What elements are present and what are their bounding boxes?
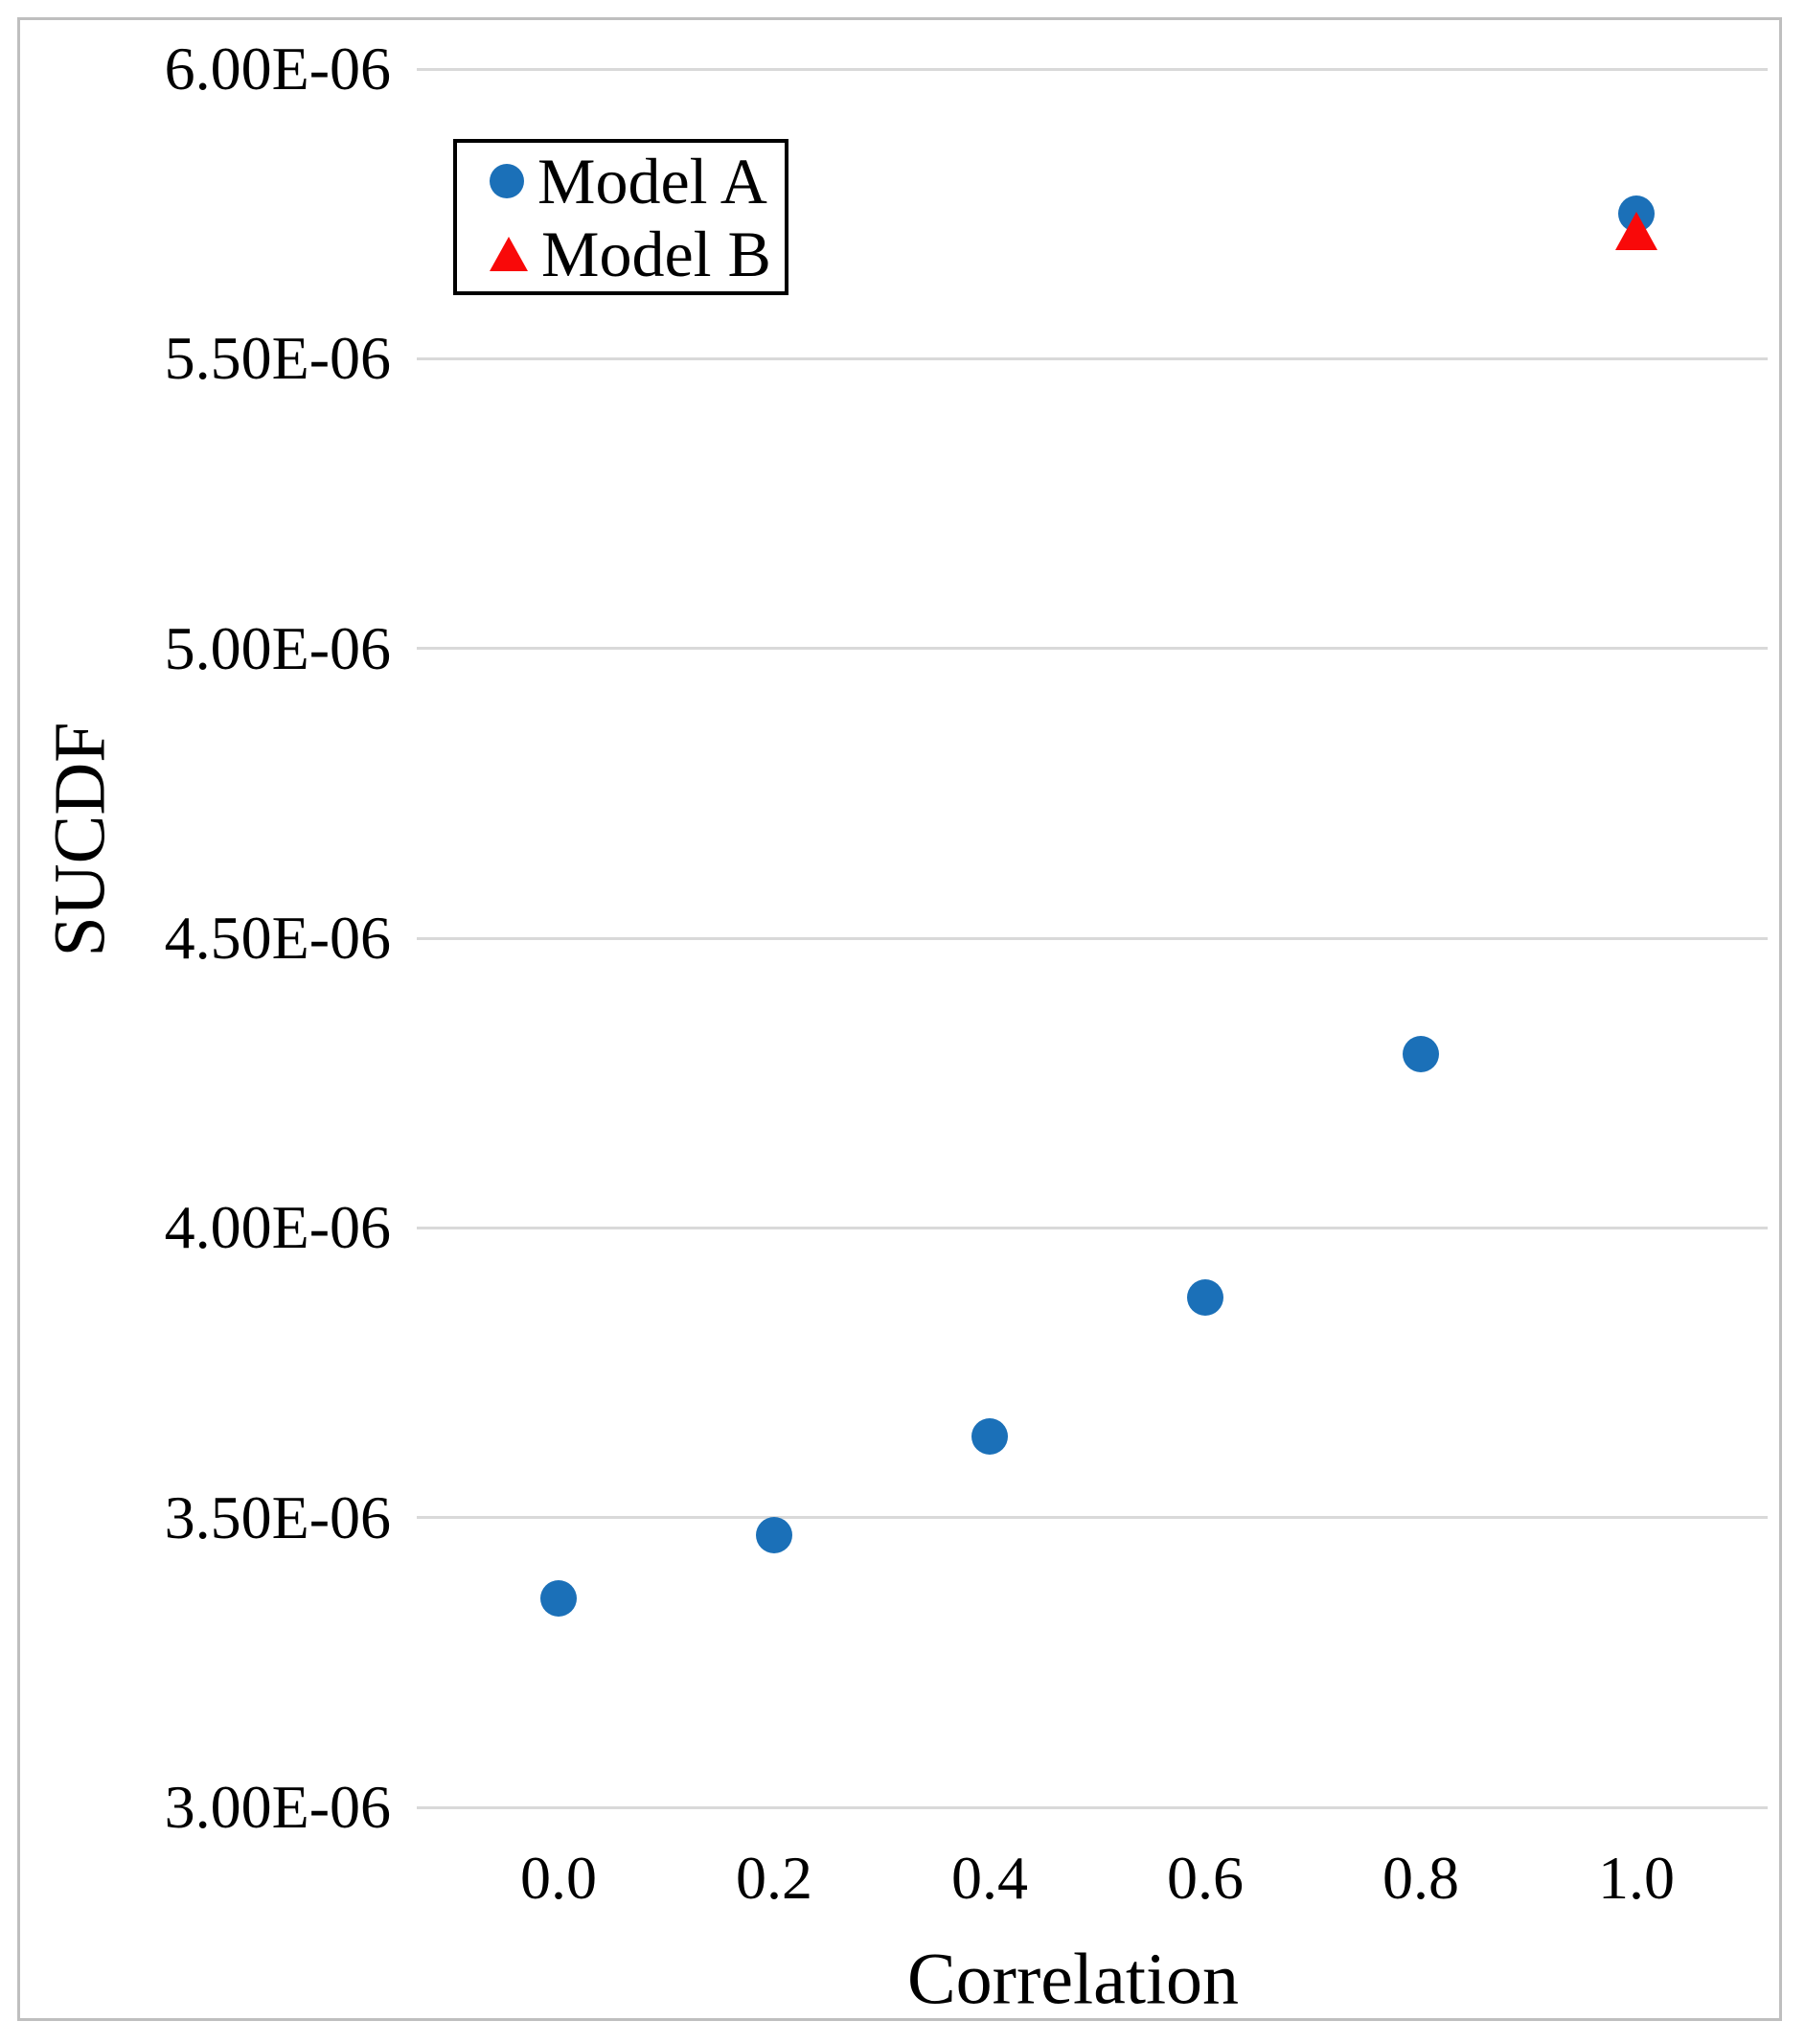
y-tick-label: 6.00E-06 bbox=[164, 34, 391, 103]
plot-area bbox=[417, 67, 1768, 1809]
x-tick-label: 1.0 bbox=[1598, 1844, 1675, 1912]
data-point-model-a bbox=[1403, 1035, 1439, 1072]
gridline bbox=[417, 1805, 1768, 1809]
triangle-marker-icon bbox=[490, 237, 528, 271]
y-tick-label: 3.50E-06 bbox=[164, 1482, 391, 1551]
gridline bbox=[417, 356, 1768, 360]
legend: Model A Model B bbox=[453, 139, 788, 295]
data-point-model-b bbox=[1615, 212, 1657, 251]
x-tick-label: 0.0 bbox=[520, 1844, 597, 1912]
x-axis-title: Correlation bbox=[906, 1939, 1240, 2020]
x-tick-label: 0.6 bbox=[1167, 1844, 1244, 1912]
gridline bbox=[417, 1516, 1768, 1520]
data-point-model-a bbox=[756, 1516, 792, 1553]
legend-item-model-a: Model A bbox=[490, 145, 785, 218]
y-tick-label: 5.50E-06 bbox=[164, 324, 391, 393]
circle-marker-icon bbox=[490, 164, 524, 198]
y-tick-label: 4.00E-06 bbox=[164, 1193, 391, 1262]
data-point-model-a bbox=[540, 1580, 577, 1618]
y-axis-title: SUCDF bbox=[39, 722, 121, 957]
x-tick-label: 0.8 bbox=[1382, 1844, 1459, 1912]
legend-label: Model B bbox=[541, 218, 771, 290]
gridline bbox=[417, 1226, 1768, 1229]
x-tick-label: 0.4 bbox=[951, 1844, 1028, 1912]
gridline bbox=[417, 936, 1768, 940]
gridline bbox=[417, 647, 1768, 651]
y-tick-label: 3.00E-06 bbox=[164, 1773, 391, 1841]
legend-label: Model A bbox=[537, 145, 767, 218]
y-tick-label: 5.00E-06 bbox=[164, 613, 391, 682]
legend-item-model-b: Model B bbox=[490, 218, 785, 290]
x-tick-label: 0.2 bbox=[736, 1844, 812, 1912]
gridline bbox=[417, 67, 1768, 71]
data-point-model-a bbox=[1187, 1278, 1223, 1316]
y-tick-label: 4.50E-06 bbox=[164, 904, 391, 972]
data-point-model-a bbox=[971, 1418, 1008, 1455]
